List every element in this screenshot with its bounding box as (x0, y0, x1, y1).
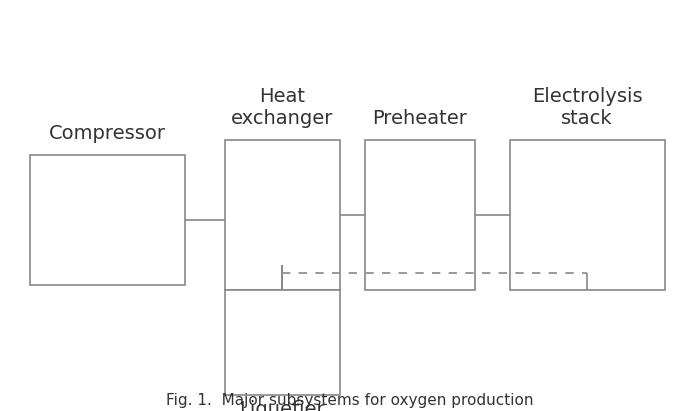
Text: Heat
exchanger: Heat exchanger (231, 87, 333, 128)
Bar (30, 155, 185, 285)
Text: Fig. 1.  Major subsystems for oxygen production: Fig. 1. Major subsystems for oxygen prod… (167, 393, 533, 408)
Text: Preheater: Preheater (372, 109, 468, 128)
Bar (365, 140, 475, 290)
Bar (510, 140, 665, 290)
Bar (225, 290, 340, 395)
Text: Electrolysis
stack: Electrolysis stack (532, 87, 643, 128)
Bar (225, 140, 340, 290)
Text: Liquefier: Liquefier (239, 400, 325, 411)
Text: Compressor: Compressor (48, 124, 165, 143)
